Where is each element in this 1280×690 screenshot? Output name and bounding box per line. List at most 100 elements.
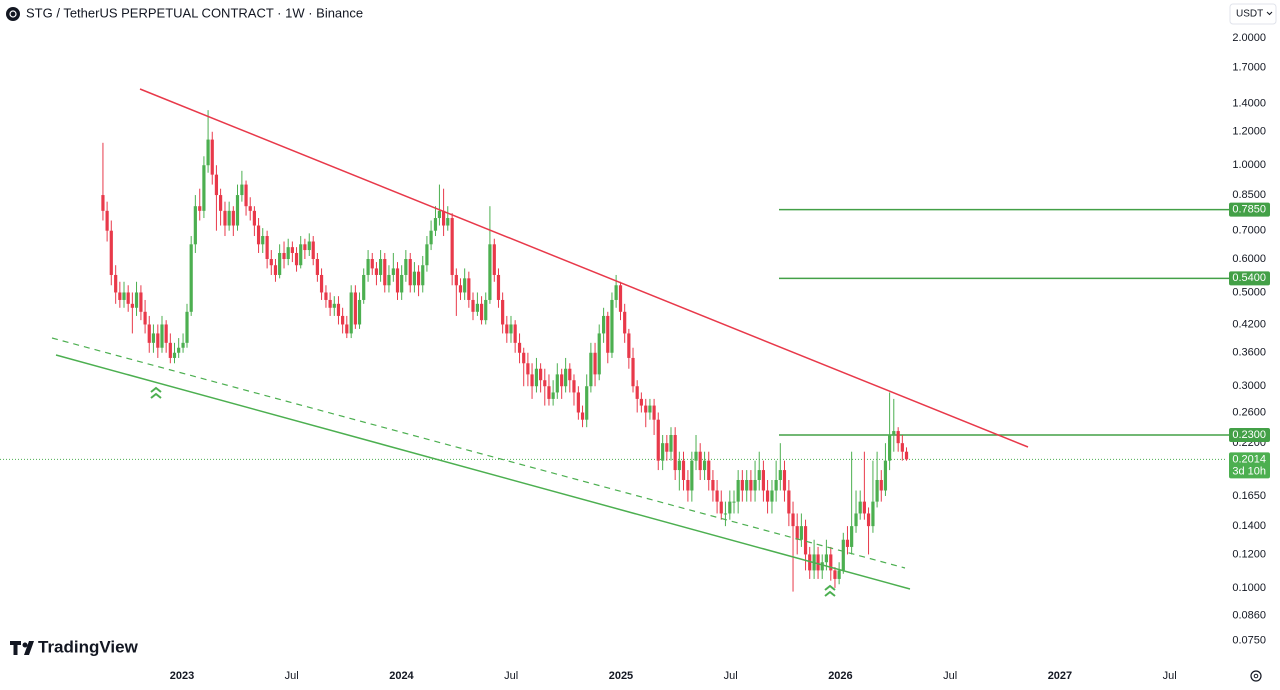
candle-body xyxy=(879,479,883,491)
candle-body xyxy=(866,513,871,527)
candle-body xyxy=(269,258,273,266)
candle-body xyxy=(808,554,812,571)
candle-body xyxy=(227,210,231,226)
dashed-trendline xyxy=(51,337,906,569)
currency-caret[interactable] xyxy=(1266,11,1273,16)
candle-body xyxy=(185,311,189,343)
x-tick-label: Jul xyxy=(504,670,518,682)
candle-body xyxy=(379,258,383,275)
candle-body xyxy=(555,374,559,393)
currency-button[interactable] xyxy=(1229,3,1277,25)
candle-body xyxy=(177,347,181,353)
candle-body xyxy=(736,479,740,502)
candle-body xyxy=(109,230,113,275)
candle-body xyxy=(328,299,332,308)
candle-body xyxy=(156,333,160,348)
y-tick-label: 0.0750 xyxy=(1232,635,1266,647)
candle-body xyxy=(202,165,206,211)
candle-body xyxy=(745,479,749,491)
last-price-box xyxy=(1229,452,1270,479)
brand-name: TradingView xyxy=(38,637,139,656)
candle-body xyxy=(160,324,164,348)
candle-body xyxy=(774,479,778,491)
candle-body xyxy=(341,315,345,325)
candle-body xyxy=(210,139,214,175)
candle-body xyxy=(206,139,210,166)
candle-body xyxy=(686,479,690,491)
candle-body xyxy=(336,303,341,316)
candle-body xyxy=(618,285,623,312)
candle-body xyxy=(143,311,147,325)
candle-body xyxy=(858,501,862,514)
candle-body xyxy=(795,526,799,540)
candle-body xyxy=(904,451,909,460)
candle-body xyxy=(198,206,202,211)
level-label-box xyxy=(1229,428,1270,443)
candle-body xyxy=(900,443,904,452)
candle-body xyxy=(223,210,227,226)
candle-body xyxy=(193,206,197,245)
x-tick-label: 2027 xyxy=(1048,670,1072,682)
y-tick-label: 0.1200 xyxy=(1232,548,1266,560)
candle-body xyxy=(441,210,446,226)
candle-body xyxy=(572,380,576,393)
candle-body xyxy=(854,513,858,527)
candle-body xyxy=(416,271,421,286)
level-label: 0.2300 xyxy=(1232,429,1266,441)
candle-body xyxy=(265,236,269,259)
symbol-icon xyxy=(6,7,20,21)
level-label-box xyxy=(1229,202,1270,217)
x-tick-label: Jul xyxy=(943,670,957,682)
candle-body xyxy=(896,431,900,444)
buy-signal-icon xyxy=(150,386,162,399)
candle-body xyxy=(728,501,732,514)
candle-body xyxy=(151,333,156,343)
y-tick-label: 0.4200 xyxy=(1232,318,1266,330)
candle-body xyxy=(707,460,711,480)
candle-body xyxy=(370,258,374,269)
candle-body xyxy=(307,241,311,251)
settings-icon[interactable] xyxy=(1253,673,1259,679)
symbol-icon-inner xyxy=(9,10,17,18)
y-tick-label: 0.1650 xyxy=(1232,490,1266,502)
candle-body xyxy=(829,554,833,571)
candle-body xyxy=(778,470,782,480)
candle-body xyxy=(597,333,601,375)
resistance-trendline xyxy=(139,88,1029,448)
candle-body xyxy=(404,258,408,275)
candle-body xyxy=(749,479,753,491)
candle-body xyxy=(488,244,492,300)
candle-body xyxy=(114,274,118,293)
countdown-label: 3d 10h xyxy=(1232,465,1266,477)
candle-body xyxy=(450,218,454,275)
candle-body xyxy=(479,303,484,321)
currency-label[interactable]: USDT xyxy=(1236,9,1263,20)
candle-body xyxy=(290,247,294,253)
candle-body xyxy=(218,195,223,211)
candle-body xyxy=(669,435,673,452)
candle-body xyxy=(888,435,892,461)
candle-body xyxy=(139,292,143,312)
settings-button[interactable] xyxy=(1250,670,1262,682)
candle-body xyxy=(833,570,837,579)
y-tick-label: 0.5000 xyxy=(1232,286,1266,298)
candle-body xyxy=(719,501,723,514)
candle-body xyxy=(252,210,256,226)
candle-body xyxy=(383,258,387,286)
candle-body xyxy=(513,324,517,343)
settings-icon[interactable] xyxy=(1250,670,1262,682)
candle-body xyxy=(871,501,875,527)
candle-body xyxy=(492,244,496,275)
candle-body xyxy=(315,258,319,275)
candle-body xyxy=(189,244,193,312)
candle-body xyxy=(757,470,761,480)
y-tick-label: 0.2600 xyxy=(1232,406,1266,418)
candle-body xyxy=(799,526,803,540)
candle-body xyxy=(753,479,757,491)
candle-body xyxy=(568,368,572,381)
candle-body xyxy=(164,324,168,343)
candle-body xyxy=(408,258,412,286)
candle-body xyxy=(256,225,261,245)
candle-body xyxy=(732,501,736,503)
